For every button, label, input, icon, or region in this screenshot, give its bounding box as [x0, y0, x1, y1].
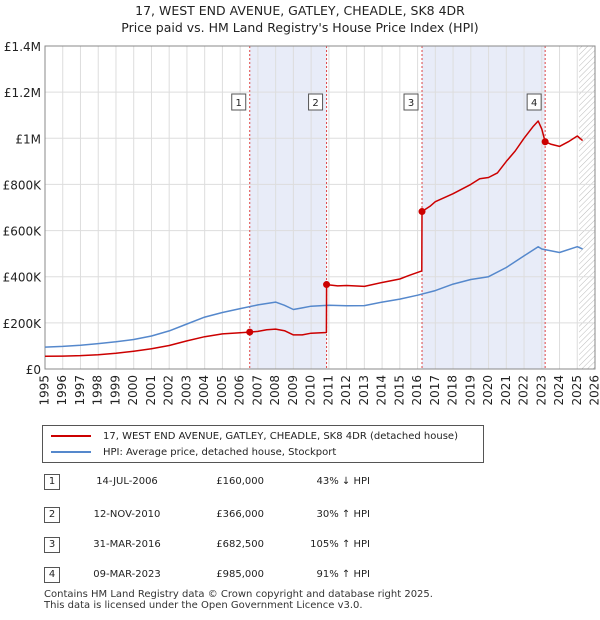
- sale-point: [246, 328, 254, 336]
- x-tick-label: 2007: [250, 375, 264, 406]
- x-tick-label: 2017: [428, 375, 442, 406]
- x-tick-label: 2014: [375, 375, 389, 406]
- x-tick-label: 2002: [162, 375, 176, 406]
- chart-title: 17, WEST END AVENUE, GATLEY, CHEADLE, SK…: [135, 3, 465, 18]
- y-tick-label: £0: [26, 363, 41, 377]
- plot-frame: [44, 45, 596, 370]
- sale-label-box: [403, 93, 419, 111]
- y-tick-label: £400K: [3, 271, 43, 285]
- x-tick-label: 2009: [286, 375, 300, 406]
- y-tick-label: £1M: [15, 132, 41, 146]
- sale-date: 14-JUL-2006: [96, 476, 158, 487]
- footer-copyright: Contains HM Land Registry data © Crown c…: [44, 589, 433, 600]
- forecast-hatch: [579, 46, 595, 369]
- sale-label: 4: [531, 98, 537, 109]
- sale-date: 31-MAR-2016: [93, 539, 161, 550]
- sale-number: 4: [44, 567, 60, 583]
- sale-row: 2 12-NOV-2010 £366,000 30% ↑ HPI: [44, 507, 464, 523]
- sale-row: 1 14-JUL-2006 £160,000 43% ↓ HPI: [44, 474, 464, 490]
- shaded-period: [422, 46, 546, 369]
- x-tick-label: 2015: [392, 375, 406, 406]
- footer-licence: This data is licensed under the Open Gov…: [44, 600, 363, 611]
- x-tick-label: 2011: [321, 375, 335, 406]
- sale-hpi-diff: 91% ↑ HPI: [316, 569, 370, 580]
- x-tick-label: 2012: [339, 375, 353, 406]
- sale-label-box: [526, 93, 542, 111]
- x-tick-label: 1997: [73, 375, 87, 406]
- sale-label-box: [308, 93, 324, 111]
- x-tick-label: 2016: [410, 375, 424, 406]
- x-tick-label: 2021: [499, 375, 513, 406]
- y-tick-label: £800K: [3, 178, 43, 192]
- sale-hpi-diff: 105% ↑ HPI: [310, 539, 370, 550]
- sale-price: £985,000: [216, 569, 264, 580]
- legend-swatch-hpi: [51, 451, 91, 453]
- x-tick-label: 2024: [552, 375, 566, 406]
- x-tick-label: 2025: [570, 375, 584, 406]
- x-tick-label: 2010: [304, 375, 318, 406]
- sale-price: £682,500: [216, 539, 264, 550]
- x-tick-label: 2003: [179, 375, 193, 406]
- legend-label-hpi: HPI: Average price, detached house, Stoc…: [103, 446, 337, 458]
- property-line: [44, 120, 584, 358]
- sale-date: 09-MAR-2023: [93, 569, 161, 580]
- sale-price: £366,000: [216, 509, 264, 520]
- x-tick-label: 2008: [268, 375, 282, 406]
- x-tick-label: 2013: [357, 375, 371, 406]
- sale-price: £160,000: [216, 476, 264, 487]
- x-tick-label: 1999: [108, 375, 122, 406]
- sale-date: 12-NOV-2010: [93, 509, 161, 520]
- x-tick-label: 1995: [38, 375, 52, 406]
- hpi-line: [44, 245, 583, 348]
- sale-hpi-diff: 30% ↑ HPI: [316, 509, 370, 520]
- x-tick-label: 2005: [215, 375, 229, 406]
- sale-label: 3: [408, 98, 414, 109]
- chart-subtitle: Price paid vs. HM Land Registry's House …: [121, 20, 479, 35]
- sale-number: 2: [44, 507, 60, 523]
- sale-point: [323, 281, 331, 289]
- x-tick-label: 1996: [55, 375, 69, 406]
- x-tick-label: 2026: [588, 375, 600, 406]
- x-tick-label: 1998: [91, 375, 105, 406]
- x-tick-label: 2001: [144, 375, 158, 406]
- legend-item-property: 17, WEST END AVENUE, GATLEY, CHEADLE, SK…: [51, 429, 458, 443]
- sale-label: 1: [236, 98, 242, 109]
- y-tick-label: £200K: [3, 317, 43, 331]
- sale-point: [541, 138, 549, 146]
- sale-label-box: [231, 93, 247, 111]
- legend: 17, WEST END AVENUE, GATLEY, CHEADLE, SK…: [42, 425, 484, 463]
- x-tick-label: 2020: [481, 375, 495, 406]
- y-tick-label: £600K: [3, 225, 43, 239]
- legend-swatch-property: [51, 435, 91, 437]
- y-tick-label: £1.2M: [4, 86, 41, 100]
- sale-row: 4 09-MAR-2023 £985,000 91% ↑ HPI: [44, 567, 464, 583]
- sale-point: [418, 208, 426, 216]
- x-tick-label: 2000: [126, 375, 140, 406]
- sale-row: 3 31-MAR-2016 £682,500 105% ↑ HPI: [44, 537, 464, 553]
- sale-label: 2: [312, 98, 318, 109]
- x-tick-label: 2019: [463, 375, 477, 406]
- footer: Contains HM Land Registry data © Crown c…: [44, 589, 433, 611]
- sale-number: 3: [44, 537, 60, 553]
- x-tick-label: 2023: [534, 375, 548, 406]
- x-tick-label: 2004: [197, 375, 211, 406]
- x-tick-label: 2018: [446, 375, 460, 406]
- x-tick-label: 2022: [517, 375, 531, 406]
- sale-number: 1: [44, 474, 60, 490]
- y-tick-label: £1.4M: [4, 40, 41, 54]
- x-tick-label: 2006: [233, 375, 247, 406]
- sale-hpi-diff: 43% ↓ HPI: [316, 476, 370, 487]
- legend-item-hpi: HPI: Average price, detached house, Stoc…: [51, 445, 336, 459]
- legend-label-property: 17, WEST END AVENUE, GATLEY, CHEADLE, SK…: [103, 430, 458, 442]
